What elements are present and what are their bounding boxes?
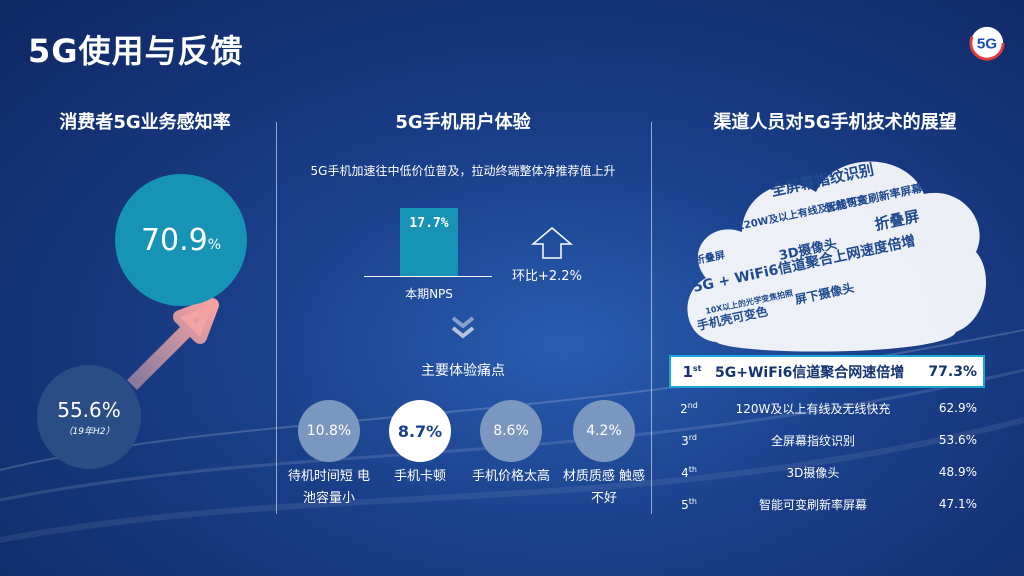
pain-point-label: 材质质感 触感不好 xyxy=(562,469,646,506)
left-heading: 消费者5G业务感知率 xyxy=(59,112,231,133)
ranking-value: 62.9% xyxy=(938,401,977,415)
current-awareness-value: 70.9 xyxy=(140,222,208,258)
ranking-value: 47.1% xyxy=(938,497,977,511)
pain-point-circle: 4.2% xyxy=(573,400,635,462)
current-awareness-unit: % xyxy=(207,237,222,253)
pain-point-label: 手机卡顿 xyxy=(393,469,446,484)
previous-awareness-circle: 55.6% （19年H2） xyxy=(37,365,141,469)
down-chevron-icon xyxy=(451,316,475,339)
pain-point-item: 8.6% 手机价格太高 xyxy=(464,400,558,488)
ranking-name: 智能可变刷新率屏幕 xyxy=(758,497,867,512)
logo-text: 5G xyxy=(977,36,997,53)
pain-point-item: 8.7% 手机卡顿 xyxy=(373,400,467,488)
pain-point-circle: 8.6% xyxy=(480,400,542,462)
ranking-rank: 3rd xyxy=(681,432,697,448)
nps-bar-category: 本期NPS xyxy=(405,287,453,301)
ranking-value: 53.6% xyxy=(938,433,977,447)
5g-logo-icon: 5G xyxy=(969,25,1005,61)
column-divider-2 xyxy=(651,122,652,514)
middle-heading: 5G手机用户体验 xyxy=(395,112,531,133)
nps-bar-value: 17.7% xyxy=(409,216,449,231)
current-awareness-circle: 70.9% xyxy=(115,174,247,306)
up-arrow-icon xyxy=(531,227,573,259)
nps-bar xyxy=(400,208,458,276)
nps-baseline xyxy=(364,276,492,277)
page-title: 5G使用与反馈 xyxy=(28,32,244,70)
ranking-row: 3rd 全屏幕指纹识别 53.6% xyxy=(669,428,985,452)
pain-point-label: 待机时间短 电池容量小 xyxy=(287,469,371,506)
growth-arrow-icon xyxy=(127,298,219,390)
pain-point-circle: 10.8% xyxy=(298,400,360,462)
previous-awareness-label: （19年H2） xyxy=(63,426,115,437)
column-divider-1 xyxy=(276,122,277,514)
ranking-row: 2nd 120W及以上有线及无线快充 62.9% xyxy=(669,396,985,420)
ranking-row: 5th 智能可变刷新率屏幕 47.1% xyxy=(669,492,985,516)
pain-point-circle: 8.7% xyxy=(389,400,451,462)
right-heading: 渠道人员对5G手机技术的展望 xyxy=(713,112,957,133)
pain-point-item: 10.8% 待机时间短 电池容量小 xyxy=(282,400,376,510)
ranking-rank: 1st xyxy=(682,362,702,381)
ranking-rank: 4th xyxy=(681,464,697,480)
ranking-name: 全屏幕指纹识别 xyxy=(770,433,855,448)
ranking-rank: 5th xyxy=(681,496,697,512)
nps-growth-text: 环比+2.2% xyxy=(512,269,582,284)
ranking-value: 77.3% xyxy=(928,363,977,380)
ranking-row: 4th 3D摄像头 48.9% xyxy=(669,460,985,484)
ranking-name: 5G+WiFi6信道聚合网速倍增 xyxy=(715,364,905,381)
ranking-top-row: 1st 5G+WiFi6信道聚合网速倍增 77.3% xyxy=(669,355,985,388)
pain-point-item: 4.2% 材质质感 触感不好 xyxy=(557,400,651,510)
pain-point-label: 手机价格太高 xyxy=(471,469,550,484)
ranking-name: 120W及以上有线及无线快充 xyxy=(735,401,891,416)
ranking-name: 3D摄像头 xyxy=(786,465,840,480)
ranking-rank: 2nd xyxy=(680,400,698,416)
nps-description: 5G手机加速往中低价位普及，拉动终端整体净推荐值上升 xyxy=(310,164,616,178)
previous-awareness-value: 55.6% xyxy=(57,397,121,422)
ranking-value: 48.9% xyxy=(938,465,977,479)
word-cloud: 全屏幕指纹识别 120W及以上有线及无线快充 折叠屏 智能可变刷新率屏幕 3D摄… xyxy=(687,160,987,352)
pain-points-title: 主要体验痛点 xyxy=(421,363,505,379)
